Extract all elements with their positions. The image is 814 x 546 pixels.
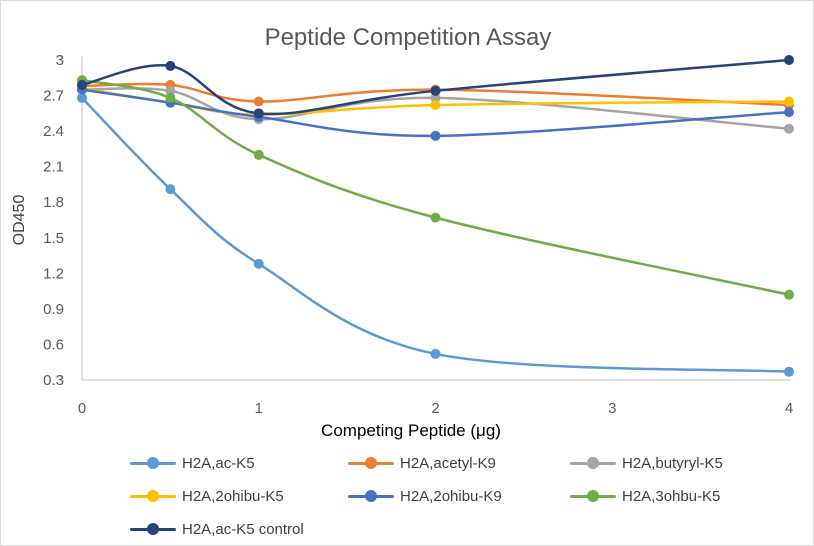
data-point xyxy=(784,96,794,107)
series-line xyxy=(80,58,791,116)
legend-swatch xyxy=(348,490,394,502)
y-tick-label: 0.9 xyxy=(43,301,64,318)
legend-swatch xyxy=(130,523,176,535)
data-point xyxy=(253,96,264,107)
data-point xyxy=(784,55,794,65)
x-tick-label: 2 xyxy=(431,400,439,417)
chart-title: Peptide Competition Assay xyxy=(265,24,552,51)
x-axis-label: Competing Peptide (μg) xyxy=(321,421,501,440)
y-tick-label: 2.1 xyxy=(43,159,64,176)
y-tick-label: 0.6 xyxy=(43,336,64,353)
data-point xyxy=(165,92,176,103)
legend-item: H2A,ac-K5 xyxy=(130,451,255,475)
data-point xyxy=(165,184,176,195)
data-point xyxy=(784,123,794,134)
legend-swatch xyxy=(570,457,616,469)
x-tick-label: 1 xyxy=(255,400,263,417)
legend-swatch xyxy=(348,457,394,469)
data-point xyxy=(784,107,794,118)
data-point xyxy=(77,79,87,90)
data-point xyxy=(430,212,441,223)
data-point xyxy=(430,92,441,103)
data-point xyxy=(430,100,441,111)
series-line xyxy=(80,88,791,138)
data-point xyxy=(430,85,441,96)
legend-swatch xyxy=(130,490,176,502)
y-tick-label: 2.7 xyxy=(43,88,64,105)
data-point xyxy=(784,289,794,300)
legend-label: H2A,3ohbu-K5 xyxy=(622,487,721,505)
data-point xyxy=(253,258,264,269)
series-0 xyxy=(77,92,794,377)
data-point xyxy=(165,85,176,96)
legend-item: H2A,acetyl-K9 xyxy=(348,451,496,475)
x-tick-label: 4 xyxy=(785,400,793,417)
legend-label: H2A,2ohibu-K9 xyxy=(400,487,502,505)
legend-label: H2A,2ohibu-K5 xyxy=(182,487,284,505)
legend-item: H2A,2ohibu-K9 xyxy=(348,484,502,508)
series-line xyxy=(80,96,791,373)
series-5 xyxy=(77,75,794,300)
legend-item: H2A,2ohibu-K5 xyxy=(130,484,284,508)
legend-label: H2A,ac-K5 control xyxy=(182,520,304,538)
data-point xyxy=(77,92,87,103)
y-tick-label: 2.4 xyxy=(43,123,64,140)
series-layer xyxy=(77,55,794,377)
y-axis-label: OD450 xyxy=(11,195,28,246)
legend-item: H2A,butyryl-K5 xyxy=(570,451,723,475)
y-tick-label: 1.5 xyxy=(43,230,64,247)
axes: 0.3 0.6 0.9 1.2 1.5 1.8 2.1 2.4 2.7 3 0 1 2 3 4 xyxy=(43,52,793,417)
legend-label: H2A,ac-K5 xyxy=(182,454,255,472)
y-tick-label: 3 xyxy=(56,52,64,69)
series-line xyxy=(80,78,791,296)
legend: H2A,ac-K5 H2A,acetyl-K9 H2A,butyryl-K5 H2A,… xyxy=(0,448,814,543)
x-tick-label: 0 xyxy=(78,400,86,417)
y-tick-label: 1.2 xyxy=(43,265,64,282)
data-point xyxy=(253,108,264,119)
series-line xyxy=(80,82,791,107)
data-point xyxy=(784,366,794,377)
x-tick-label: 3 xyxy=(608,400,616,417)
data-point xyxy=(165,60,176,71)
legend-item: H2A,ac-K5 control xyxy=(130,517,304,541)
legend-item: H2A,3ohbu-K5 xyxy=(570,484,720,508)
legend-label: H2A,acetyl-K9 xyxy=(400,454,496,472)
legend-swatch xyxy=(130,457,176,469)
data-point xyxy=(430,130,441,141)
data-point xyxy=(430,348,441,359)
y-tick-label: 0.3 xyxy=(43,372,64,389)
series-6 xyxy=(77,55,794,119)
y-tick-label: 1.8 xyxy=(43,194,64,211)
legend-label: H2A,butyryl-K5 xyxy=(622,454,723,472)
data-point xyxy=(253,149,264,160)
legend-swatch xyxy=(570,490,616,502)
